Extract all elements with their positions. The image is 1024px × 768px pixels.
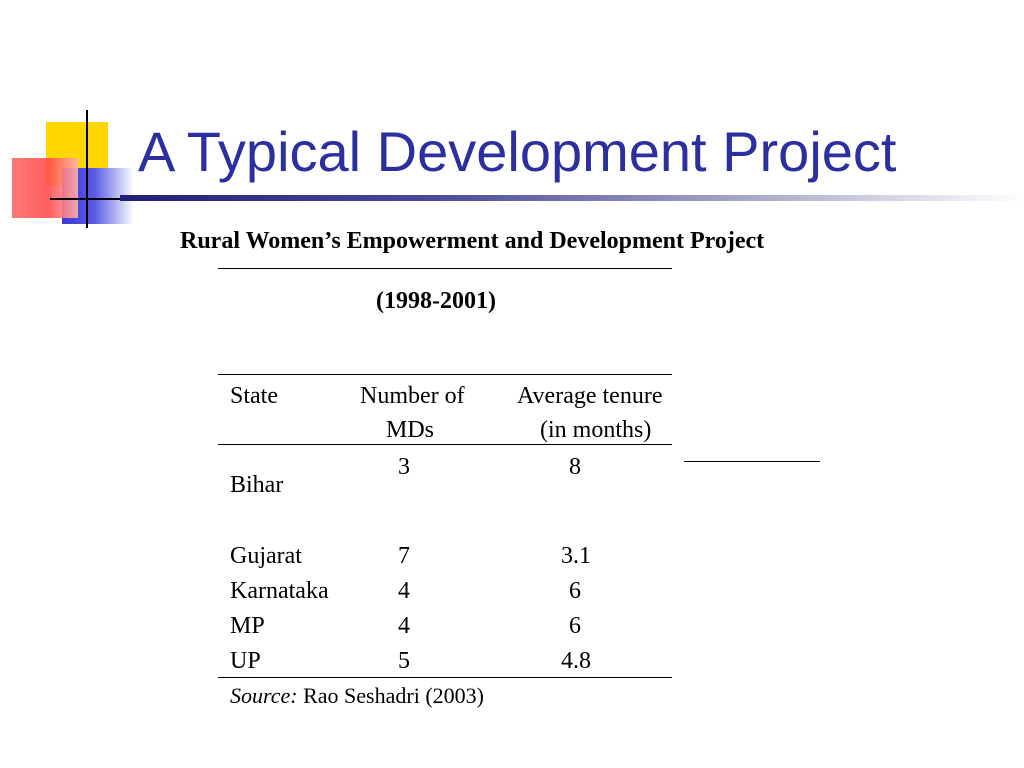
cell-mds: 4 (398, 613, 410, 639)
header-mds-line1: Number of (360, 383, 465, 409)
divider-table-bottom (218, 677, 672, 678)
cell-tenure: 6 (569, 613, 581, 639)
divider-header (218, 444, 672, 445)
cell-state: MP (230, 613, 265, 639)
cell-state: Bihar (230, 472, 284, 498)
title-underline (120, 195, 1024, 201)
header-tenure-line2: (in months) (540, 417, 652, 443)
header-state: State (230, 383, 278, 409)
decor-horizontal-line (50, 198, 122, 200)
header-mds-line2: MDs (386, 417, 435, 443)
cell-tenure: 6 (569, 578, 581, 604)
source-text: Rao Seshadri (2003) (297, 683, 484, 708)
cell-state: Gujarat (230, 543, 302, 569)
cell-tenure: 3.1 (561, 543, 591, 569)
divider-top (218, 268, 672, 269)
cell-mds: 3 (398, 454, 410, 480)
project-years: (1998-2001) (376, 288, 496, 314)
source-label: Source: (230, 683, 298, 708)
cell-mds: 4 (398, 578, 410, 604)
source-note: Source: Rao Seshadri (2003) (230, 683, 484, 709)
slide-title: A Typical Development Project (138, 120, 897, 183)
divider-table-top (218, 374, 672, 375)
cell-state: Karnataka (230, 578, 329, 604)
decor-vertical-line (86, 110, 88, 228)
cell-mds: 5 (398, 648, 410, 674)
divider-stray (684, 461, 820, 462)
cell-tenure: 4.8 (561, 648, 591, 674)
cell-mds: 7 (398, 543, 410, 569)
cell-tenure: 8 (569, 454, 581, 480)
cell-state: UP (230, 648, 261, 674)
header-tenure-line1: Average tenure (517, 383, 663, 409)
project-name: Rural Women’s Empowerment and Developmen… (180, 228, 765, 254)
decor-red-square (12, 158, 78, 218)
